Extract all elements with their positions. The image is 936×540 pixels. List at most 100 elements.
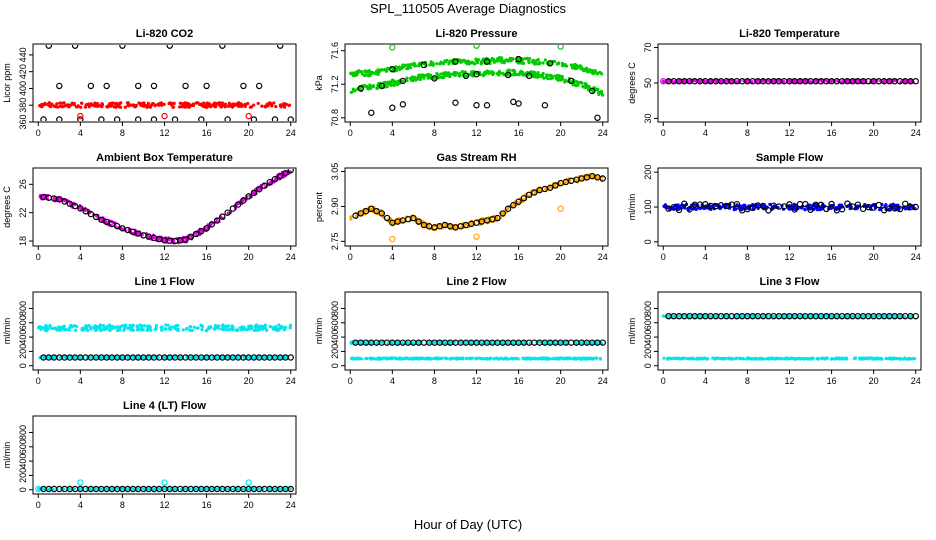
- band-point: [220, 324, 224, 328]
- band-point: [46, 356, 51, 360]
- band-point: [137, 487, 141, 491]
- band-point: [104, 220, 108, 224]
- band-point: [449, 356, 453, 361]
- band-point: [911, 357, 915, 361]
- band-point: [666, 357, 670, 361]
- band-point: [756, 315, 760, 319]
- x-tick-label: 12: [159, 128, 169, 138]
- band-point: [691, 357, 695, 361]
- panel-y-label: degrees C: [2, 186, 12, 228]
- band-point: [108, 328, 112, 333]
- open-point: [271, 116, 279, 121]
- open-point: [546, 60, 554, 67]
- open-point: [113, 116, 121, 121]
- y-tick-label: 360: [18, 114, 28, 129]
- open-point: [796, 200, 804, 208]
- x-tick-label: 4: [703, 376, 708, 386]
- band-point: [360, 357, 364, 361]
- y-tick-label: 200: [330, 344, 340, 359]
- open-point: [229, 205, 237, 212]
- band-point: [513, 73, 517, 77]
- panel-title: Ambient Box Temperature: [96, 152, 233, 164]
- y-tick-label: 800: [18, 301, 28, 316]
- band-point: [364, 356, 368, 361]
- band-point: [213, 101, 217, 105]
- band-point: [527, 59, 531, 64]
- band-point: [735, 203, 739, 207]
- band-point: [787, 315, 792, 319]
- series-2-black: [665, 78, 919, 85]
- panel-3: Ambient Box Temperature degrees C 0 4 8 12 16 2…: [2, 152, 297, 262]
- band-point: [48, 323, 52, 328]
- x-tick-label: 24: [286, 128, 296, 138]
- band-point: [554, 77, 559, 81]
- band-point: [536, 74, 540, 78]
- open-point: [844, 200, 851, 207]
- open-point: [902, 200, 909, 207]
- band-point: [263, 323, 267, 327]
- open-point: [240, 82, 247, 90]
- band-point: [579, 67, 584, 71]
- y-tick-label: 600: [330, 315, 340, 330]
- band-point: [437, 357, 442, 361]
- band-point: [681, 314, 686, 318]
- open-point: [208, 221, 216, 228]
- x-tick-label: 0: [661, 376, 666, 386]
- series-0-red: [38, 101, 292, 109]
- band-point: [171, 105, 175, 109]
- band-point: [223, 105, 227, 109]
- band-point: [561, 77, 565, 81]
- band-point: [483, 357, 487, 361]
- series-1-cyan: [35, 479, 252, 493]
- band-point: [569, 80, 573, 84]
- band-point: [903, 206, 908, 210]
- band-point: [724, 356, 728, 361]
- band-point: [756, 203, 760, 207]
- band-point: [555, 62, 559, 66]
- band-point: [401, 63, 405, 67]
- band-point: [202, 101, 206, 105]
- band-point: [176, 328, 180, 333]
- series-0-cyan: [37, 487, 292, 491]
- open-point: [71, 45, 79, 49]
- band-point: [802, 314, 807, 318]
- band-point: [221, 355, 225, 359]
- band-point: [534, 75, 538, 79]
- band-point: [252, 103, 256, 107]
- open-point: [473, 70, 480, 78]
- band-point: [112, 325, 117, 329]
- band-point: [443, 356, 447, 360]
- open-point: [368, 109, 375, 116]
- x-tick-label: 20: [244, 376, 254, 386]
- panel-title: Gas Stream RH: [436, 152, 516, 164]
- band-point: [549, 77, 553, 81]
- band-point: [36, 326, 41, 330]
- band-point: [187, 105, 191, 109]
- band-point: [435, 356, 439, 360]
- band-point: [523, 341, 527, 345]
- open-point: [552, 182, 559, 189]
- band-point: [528, 57, 532, 61]
- band-point: [74, 328, 78, 332]
- band-point: [390, 341, 395, 345]
- band-point: [368, 356, 372, 360]
- band-point: [410, 341, 415, 345]
- band-point: [268, 324, 272, 329]
- open-point: [77, 116, 84, 121]
- band-point: [183, 105, 187, 109]
- open-point: [245, 193, 252, 200]
- band-point: [844, 79, 849, 84]
- band-point: [359, 340, 363, 344]
- open-point: [546, 184, 554, 191]
- panel-y-label: kPa: [314, 75, 324, 91]
- band-point: [214, 104, 218, 109]
- band-point: [816, 357, 820, 361]
- open-point: [61, 198, 68, 205]
- band-point: [887, 207, 891, 211]
- band-point: [464, 74, 469, 78]
- band-point: [564, 78, 568, 82]
- band-point: [409, 62, 413, 66]
- band-point: [353, 71, 358, 75]
- y-tick-label: 2.75: [330, 233, 340, 251]
- y-tick-label: 400: [18, 330, 28, 345]
